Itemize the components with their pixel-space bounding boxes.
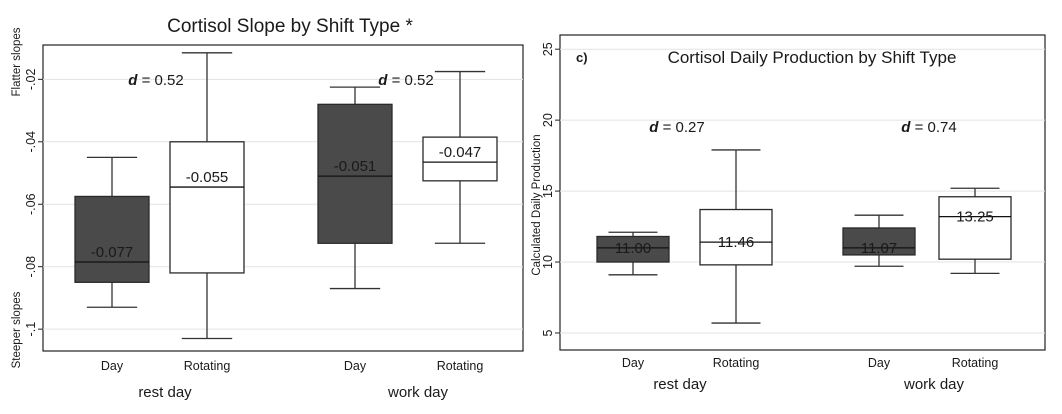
slope-group-label-work: work day xyxy=(387,384,449,401)
production-category-label: Rotating xyxy=(713,356,760,370)
slope-category-label: Rotating xyxy=(184,359,231,373)
production-median-label: 11.00 xyxy=(615,240,651,257)
effect-size-value: = 0.27 xyxy=(658,119,704,136)
production-category-label: Day xyxy=(622,356,645,370)
slope-median-label: -0.047 xyxy=(439,144,482,161)
production-ytick-label: 15 xyxy=(541,184,555,198)
production-effect-size-label: d = 0.27 xyxy=(649,119,704,136)
production-ytick-label: 5 xyxy=(541,329,555,336)
slope-category-label: Rotating xyxy=(437,359,484,373)
production-marks: 5 10 15 20 25 d = 0.27 11.00 Day 11.46 Rotating d … xyxy=(541,42,1045,370)
slope-median-label: -0.051 xyxy=(334,158,377,175)
slope-ytick-label: -.02 xyxy=(24,69,38,91)
production-chart-title: Cortisol Daily Production by Shift Type xyxy=(668,48,957,67)
effect-size-symbol: d xyxy=(649,119,659,136)
slope-plot-frame xyxy=(42,44,524,352)
slope-ytick-label: -.06 xyxy=(24,193,38,215)
slope-ylabel-bottom: Steeper slopes xyxy=(11,291,23,368)
effect-size-symbol: d xyxy=(128,72,138,89)
production-category-label: Day xyxy=(868,356,891,370)
production-ytick-label: 10 xyxy=(541,255,555,269)
production-box xyxy=(699,208,773,266)
slope-ytick-label: -.1 xyxy=(24,322,38,337)
production-median-label: 11.46 xyxy=(718,234,754,251)
slope-effect-size-label: d = 0.52 xyxy=(128,72,183,89)
effect-size-value: = 0.52 xyxy=(137,72,183,89)
slope-ytick-label: -.04 xyxy=(24,131,38,153)
slope-category-label: Day xyxy=(101,359,124,373)
production-effect-size-label: d = 0.74 xyxy=(901,119,956,136)
slope-ylabel-top: Flatter slopes xyxy=(11,27,23,96)
production-median-label: 11.07 xyxy=(861,240,897,257)
slope-box xyxy=(169,141,245,274)
production-box xyxy=(938,196,1012,260)
effect-size-symbol: d xyxy=(378,72,388,89)
slope-box xyxy=(74,195,150,283)
production-median-label: 13.25 xyxy=(956,209,994,226)
slope-chart: Cortisol Slope by Shift Type * Flatter s… xyxy=(11,16,524,401)
slope-median-label: -0.055 xyxy=(186,169,229,186)
slope-group-label-rest: rest day xyxy=(138,384,192,401)
effect-size-symbol: d xyxy=(901,119,911,136)
production-ytick-label: 25 xyxy=(541,42,555,56)
slope-median-label: -0.077 xyxy=(91,244,134,261)
slope-marks: -.02 -.04 -.06 -.08 -.1 d = 0.52 -0.077 Day -0.0… xyxy=(24,52,523,373)
production-ytick-label: 20 xyxy=(541,113,555,127)
slope-effect-size-label: d = 0.52 xyxy=(378,72,433,89)
slope-box xyxy=(317,103,393,244)
production-group-label-work: work day xyxy=(903,376,965,393)
slope-category-label: Day xyxy=(344,359,367,373)
slope-chart-title: Cortisol Slope by Shift Type * xyxy=(167,16,413,37)
effect-size-value: = 0.52 xyxy=(387,72,433,89)
effect-size-value: = 0.74 xyxy=(910,119,956,136)
production-group-label-rest: rest day xyxy=(653,376,707,393)
production-ylabel: Calculated Daily Production xyxy=(531,134,543,275)
production-chart: Cortisol Daily Production by Shift Type … xyxy=(531,34,1046,393)
production-plot-frame xyxy=(559,34,1046,351)
slope-box xyxy=(422,136,498,182)
slope-ytick-label: -.08 xyxy=(24,256,38,278)
production-panel-label: c) xyxy=(576,50,588,65)
production-category-label: Rotating xyxy=(952,356,999,370)
production-box xyxy=(596,235,670,263)
production-box xyxy=(842,227,916,256)
